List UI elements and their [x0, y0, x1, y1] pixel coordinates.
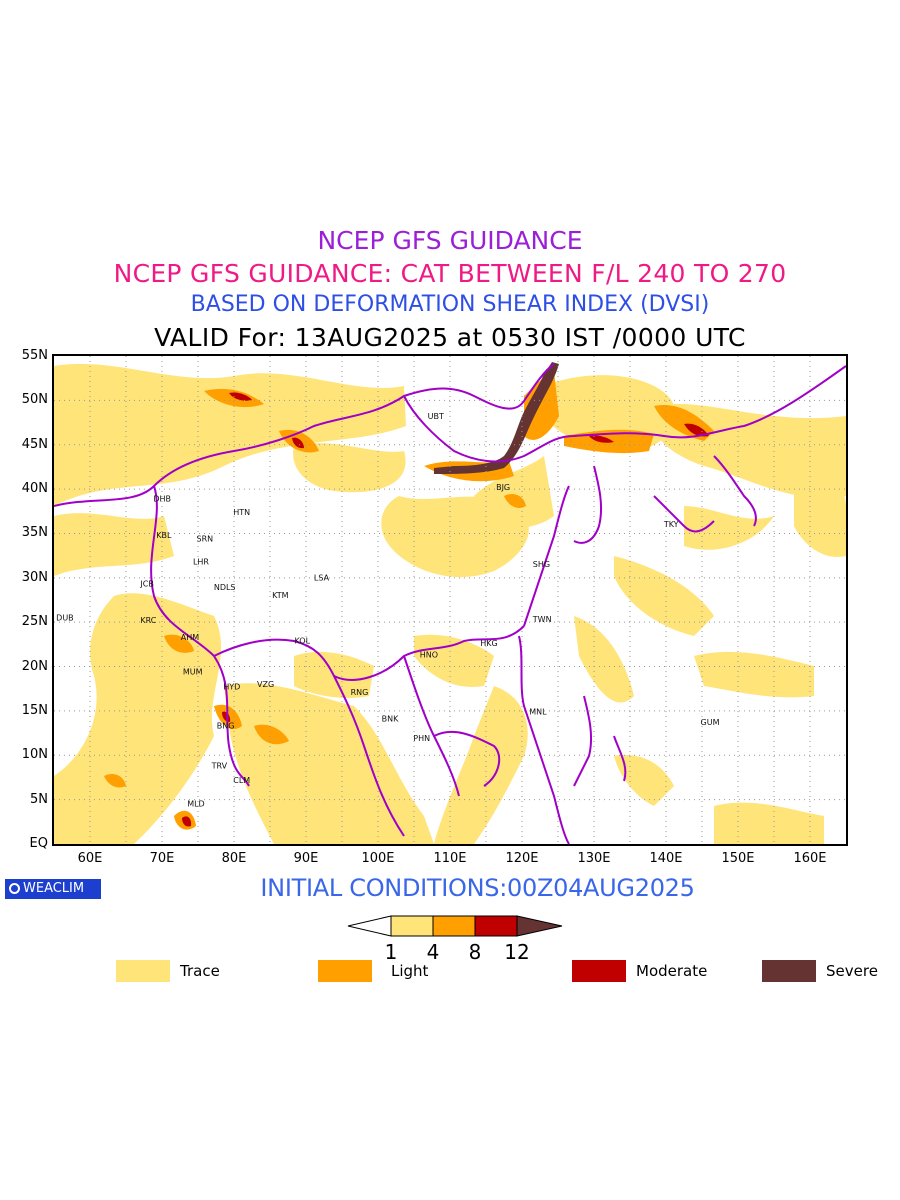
city-labels: UBT BJG DHB HTN TKY KBL SRN LHR LSA SHG JCB NDLS KTM…	[56, 412, 719, 809]
city-label-dub: DUB	[56, 613, 74, 622]
city-label-ktm: KTM	[272, 591, 289, 600]
lat-label: 55N	[21, 348, 48, 363]
lon-label: 150E	[721, 851, 755, 866]
lat-label: 45N	[21, 436, 48, 452]
city-label-bjg: BJG	[496, 483, 510, 492]
legend-swatch-trace	[116, 960, 170, 982]
lat-label: 10N	[21, 747, 48, 763]
colorbar-trace-box	[390, 915, 434, 937]
lat-label: 50N	[21, 392, 48, 408]
lon-label: 160E	[793, 851, 827, 866]
legend-label-trace: Trace	[180, 962, 220, 980]
legend-label-moderate: Moderate	[636, 962, 708, 980]
valid-time-title: VALID For: 13AUG2025 at 0530 IST /0000 U…	[154, 323, 746, 352]
city-label-hyd: HYD	[223, 683, 240, 692]
city-label-jcb: JCB	[139, 580, 153, 589]
lat-label: 40N	[21, 481, 48, 497]
city-label-hno: HNO	[420, 651, 438, 660]
legend-swatch-severe	[762, 960, 816, 982]
turbulence-map: UBT BJG DHB HTN TKY KBL SRN LHR LSA SHG JCB NDLS KTM…	[52, 354, 848, 846]
map-canvas: UBT BJG DHB HTN TKY KBL SRN LHR LSA SHG JCB NDLS KTM…	[54, 356, 846, 844]
lon-label: 80E	[221, 851, 247, 866]
city-label-twn: TWN	[532, 615, 552, 624]
initial-conditions-label: INITIAL CONDITIONS:00Z04AUG2025	[260, 874, 695, 902]
lat-label: EQ	[29, 836, 48, 851]
city-label-lsa: LSA	[314, 573, 330, 582]
title-line-3: BASED ON DEFORMATION SHEAR INDEX (DVSI)	[190, 292, 710, 317]
lon-label: 100E	[361, 851, 395, 866]
lat-label: 20N	[21, 658, 48, 674]
legend-label-light: Light	[391, 962, 429, 980]
city-label-kol: KOL	[294, 636, 310, 645]
lon-label: 140E	[649, 851, 683, 866]
cat-shading-layer	[54, 362, 846, 844]
legend-swatch-light	[318, 960, 372, 982]
city-label-hkg: HKG	[480, 639, 497, 648]
city-label-mld: MLD	[187, 800, 205, 809]
city-label-ahm: AHM	[181, 633, 199, 642]
colorbar-tick-8: 8	[468, 940, 482, 964]
trace-areas	[54, 363, 846, 844]
city-label-dhb: DHB	[153, 495, 171, 504]
title-line-1: NCEP GFS GUIDANCE	[317, 226, 583, 255]
city-label-ubt: UBT	[428, 412, 444, 421]
lat-label: 30N	[21, 569, 48, 585]
legend-label-severe: Severe	[826, 962, 878, 980]
lon-label: 120E	[505, 851, 539, 866]
city-label-kbl: KBL	[156, 531, 172, 540]
city-label-bnk: BNK	[382, 715, 399, 724]
city-label-gum: GUM	[701, 718, 720, 727]
severe-areas	[434, 362, 559, 474]
city-label-clm: CLM	[233, 776, 250, 785]
city-label-vzg: VZG	[257, 680, 274, 689]
colorbar-tick-1: 1	[384, 940, 398, 964]
lat-label: 5N	[30, 791, 48, 807]
lat-lon-grid	[54, 356, 846, 844]
logo-text: WEACLIM	[23, 881, 85, 896]
city-label-lhr: LHR	[193, 558, 209, 567]
city-label-bng: BNG	[217, 722, 235, 731]
city-label-ndls: NDLS	[214, 583, 236, 592]
legend-swatch-moderate	[572, 960, 626, 982]
city-label-rng: RNG	[351, 688, 369, 697]
lon-label: 70E	[149, 851, 175, 866]
city-label-htn: HTN	[233, 508, 250, 517]
city-label-trv: TRV	[211, 762, 228, 771]
city-label-phn: PHN	[413, 734, 430, 743]
lat-label: 25N	[21, 614, 48, 630]
colorbar	[347, 915, 563, 937]
lon-label: 110E	[433, 851, 467, 866]
title-line-2: NCEP GFS GUIDANCE: CAT BETWEEN F/L 240 T…	[113, 259, 787, 288]
city-label-srn: SRN	[197, 534, 214, 543]
lon-label: 90E	[293, 851, 319, 866]
city-label-tky: TKY	[663, 520, 679, 529]
colorbar-moderate-box	[474, 915, 518, 937]
political-borders	[54, 363, 846, 844]
weaclim-logo: WEACLIM	[5, 879, 101, 899]
colorbar-tick-12: 12	[504, 940, 530, 964]
city-label-mum: MUM	[183, 668, 203, 677]
city-label-mnl: MNL	[529, 707, 547, 716]
lat-label: 15N	[21, 702, 48, 718]
city-label-shg: SHG	[533, 560, 550, 569]
lat-label: 35N	[21, 525, 48, 541]
lon-label: 60E	[77, 851, 103, 866]
colorbar-light-box	[432, 915, 476, 937]
colorbar-high-arrow	[516, 915, 563, 937]
city-label-krc: KRC	[140, 616, 156, 625]
colorbar-low-arrow	[347, 915, 392, 937]
lon-label: 130E	[577, 851, 611, 866]
logo-circle-icon	[9, 883, 20, 894]
colorbar-tick-4: 4	[426, 940, 440, 964]
